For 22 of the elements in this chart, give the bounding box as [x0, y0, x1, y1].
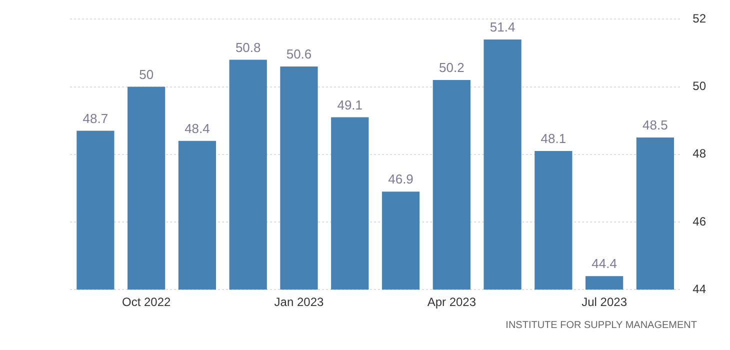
x-tick-label: Apr 2023: [427, 295, 476, 310]
data-label: 49.1: [337, 97, 363, 112]
y-tick-label: 44: [692, 282, 706, 296]
data-label: 51.4: [490, 20, 516, 35]
y-tick-label: 46: [692, 214, 706, 228]
data-label: 44.4: [592, 256, 617, 272]
x-tick-label: Jul 2023: [582, 295, 628, 310]
data-label: 50.6: [286, 46, 312, 62]
data-label: 46.9: [388, 172, 414, 187]
data-label: 48.7: [82, 110, 108, 126]
y-tick-label: 52: [692, 12, 706, 26]
data-label: 48.1: [540, 131, 566, 146]
text: INSTITUTE FOR SUPPLY MANAGEMENT: [506, 320, 697, 331]
y-tick-label: 50: [692, 79, 706, 94]
data-label: 50: [139, 66, 154, 82]
x-tick-label: Oct 2022: [122, 295, 172, 310]
x-tick-label: Jan 2023: [274, 295, 324, 310]
y-tick-label: 48: [692, 146, 706, 161]
data-label: 50.8: [235, 40, 261, 55]
data-label: 48.5: [642, 118, 668, 133]
data-label: 50.2: [439, 60, 464, 76]
data-label: 48.4: [184, 120, 210, 136]
